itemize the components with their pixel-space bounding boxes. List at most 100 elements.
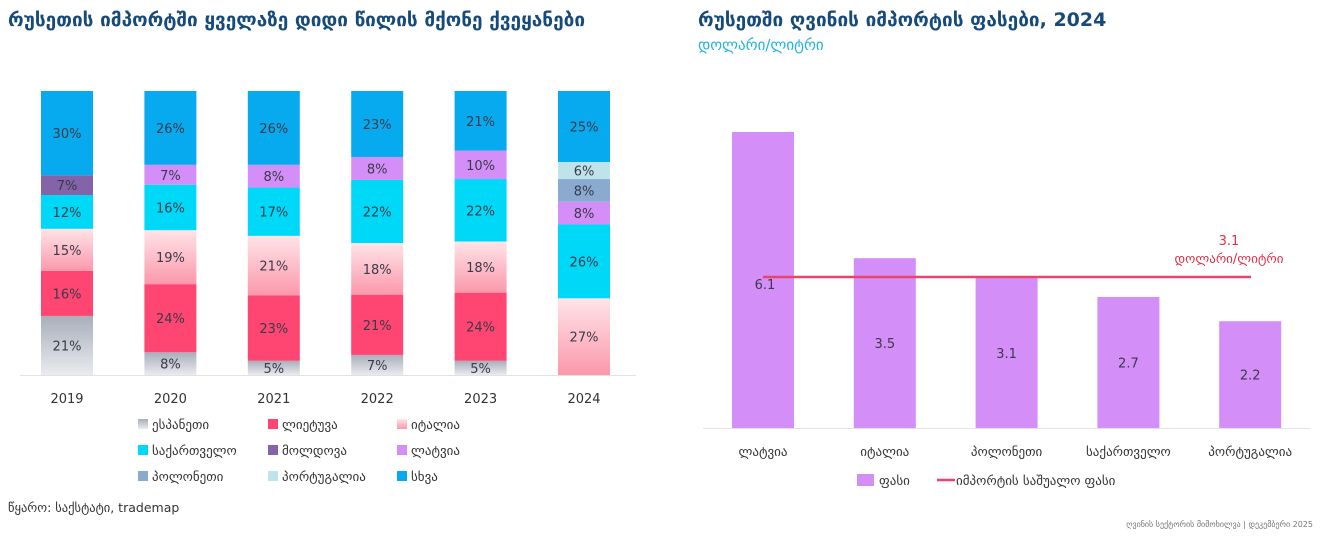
x-tick-label: პორტუგალია (1208, 445, 1292, 460)
data-label: 26% (156, 122, 185, 137)
x-tick-label: 2021 (257, 392, 290, 407)
bar-segment-poland-2024 (558, 179, 610, 202)
data-label: 22% (363, 205, 392, 220)
x-tick-label: 2019 (50, 392, 83, 407)
data-label: 6.1 (755, 278, 776, 293)
average-annotation-value: 3.1 (1219, 234, 1240, 249)
price-bar-4 (1219, 321, 1282, 428)
x-tick-label: იტალია (860, 445, 909, 460)
data-label: 5% (263, 362, 284, 377)
legend-swatch-latvia (397, 445, 407, 455)
bar-segment-latvia-2024 (558, 201, 610, 225)
legend-swatch-italy (397, 419, 407, 429)
data-label: 7% (160, 169, 181, 184)
data-label: 2.2 (1240, 369, 1261, 384)
price-bar-2 (975, 277, 1038, 428)
price-bar-legend: ფასი იმპორტის საშუალო ფასი (857, 474, 1116, 489)
data-label: 23% (363, 118, 392, 133)
data-label: 7% (57, 179, 78, 194)
x-tick-label: ლატვია (739, 445, 788, 460)
legend-swatch-portugal (268, 471, 278, 481)
data-label: 12% (53, 206, 82, 221)
legend-swatch-lithuania (268, 419, 278, 429)
legend-label: ესპანეთი (152, 418, 209, 433)
data-label: 26% (259, 122, 288, 137)
legend-label: საქართველო (152, 444, 237, 459)
bar-segment-spain-2019 (41, 315, 93, 375)
legend-label: ლიეტუვა (282, 418, 338, 433)
bar-segment-moldova-2019 (41, 175, 93, 196)
x-tick-label: 2023 (464, 392, 497, 407)
legend-label: პორტუგალია (282, 470, 366, 485)
data-label: 18% (466, 261, 495, 276)
x-tick-label: საქართველო (1086, 445, 1171, 460)
legend-swatch-poland (138, 471, 148, 481)
average-annotation-unit: დოლარი/ლიტრი (1175, 252, 1284, 267)
legend-swatch-georgia (138, 445, 148, 455)
bar-segment-georgia-2019 (41, 195, 93, 229)
legend-swatch-price (857, 474, 874, 486)
data-label: 21% (363, 319, 392, 334)
data-label: 21% (259, 260, 288, 275)
data-label: 25% (570, 121, 599, 136)
price-bar-chart: 6.1 ლატვია 3.5 იტალია 3.1 პოლონეთი 2.7 საქართვე… (703, 132, 1310, 460)
source-note: წყარო: საქსტატი, trademap (8, 500, 180, 515)
bar-segment-portugal-2024 (558, 162, 610, 180)
data-label: 5% (470, 362, 491, 377)
data-label: 8% (367, 162, 388, 177)
data-label: 16% (156, 201, 185, 216)
data-label: 16% (53, 287, 82, 302)
data-label: 17% (259, 206, 288, 221)
legend-label: მოლდოვა (282, 444, 347, 459)
bar-segment-lithuania-2019 (41, 270, 93, 316)
legend-swatch-spain (138, 419, 148, 429)
bar-segment-italy-2022 (351, 243, 404, 295)
bar-segment-georgia-2024 (558, 224, 610, 299)
data-label: 10% (466, 159, 495, 174)
bar-segment-spain-2023 (454, 360, 507, 375)
data-label: 27% (570, 331, 599, 346)
data-label: 21% (53, 339, 82, 354)
bar-segment-italy-2021 (247, 235, 300, 296)
legend-swatch-other (397, 471, 407, 481)
price-bar-3 (1097, 296, 1160, 428)
bar-segment-latvia-2020 (144, 164, 197, 185)
data-label: 2.7 (1118, 356, 1139, 371)
bar-segment-italy-2023 (454, 241, 507, 293)
bar-segment-lithuania-2020 (144, 284, 197, 353)
legend-label: იმპორტის საშუალო ფასი (956, 474, 1116, 489)
bar-segment-spain-2021 (247, 360, 300, 375)
data-label: 23% (259, 322, 288, 337)
legend-label: პოლონეთი (152, 470, 224, 485)
data-label: 26% (570, 255, 599, 270)
data-label: 24% (156, 312, 185, 327)
data-label: 8% (574, 184, 595, 199)
bar-segment-italy-2024 (558, 298, 610, 375)
bar-segment-spain-2020 (144, 352, 197, 375)
data-label: 15% (53, 244, 82, 259)
bar-segment-other-2023 (454, 91, 507, 151)
data-label: 3.5 (874, 337, 895, 352)
bar-segment-other-2022 (351, 91, 404, 157)
legend-label: სხვა (411, 470, 438, 485)
data-label: 24% (466, 321, 495, 336)
bar-segment-other-2021 (247, 91, 300, 165)
bar-segment-georgia-2021 (247, 187, 300, 236)
x-tick-label: 2024 (567, 392, 600, 407)
x-tick-label: პოლონეთი (971, 445, 1043, 460)
x-tick-label: 2022 (361, 392, 394, 407)
bar-segment-lithuania-2022 (351, 294, 404, 355)
data-label: 8% (160, 358, 181, 373)
data-label: 19% (156, 251, 185, 266)
bar-segment-georgia-2020 (144, 184, 197, 231)
data-label: 22% (466, 204, 495, 219)
bar-segment-latvia-2023 (454, 150, 507, 180)
data-label: 21% (466, 115, 495, 130)
legend-label: იტალია (411, 418, 460, 433)
bar-segment-other-2019 (41, 91, 93, 176)
price-bar-0 (732, 132, 794, 428)
bar-segment-georgia-2022 (351, 179, 404, 244)
stacked-bar-chart: 21% 16% 15% 12% 7% 30% 2019 8% 24% 19% 16% 7% 26% 202… (20, 91, 636, 407)
right-chart-subtitle: დოლარი/ლიტრი (698, 36, 824, 54)
